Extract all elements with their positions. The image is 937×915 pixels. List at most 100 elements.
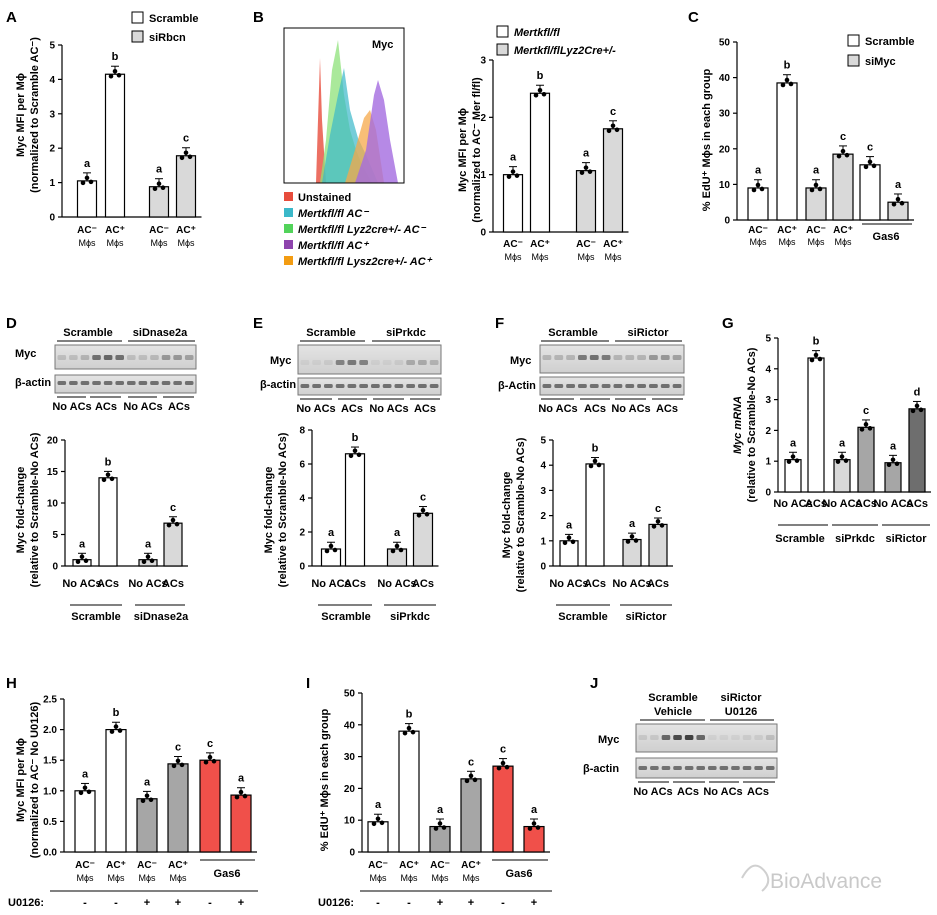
i-dot-6-2 bbox=[531, 821, 537, 826]
j-bands-band-2-6 bbox=[696, 766, 705, 770]
panel-letter-e: E bbox=[253, 315, 263, 332]
i-dot-5-1 bbox=[496, 765, 502, 771]
f-bands-band-2-1 bbox=[542, 384, 552, 388]
panel-letter-h: H bbox=[6, 675, 17, 692]
f-bands-band-2-2 bbox=[554, 384, 564, 388]
i-dot-4-2 bbox=[468, 773, 474, 779]
i-dot-1-3 bbox=[379, 820, 385, 826]
a-tick-label-1: 1 bbox=[49, 178, 55, 189]
b-legend-swatch-2 bbox=[496, 43, 509, 56]
panel-j: Scramble Vehicle siRictor U0126 Myc β-ac… bbox=[583, 692, 778, 798]
panel-d: Scramble siDnase2a Myc β-actin No ACs AC… bbox=[15, 327, 197, 623]
d-blot-lane-4: ACs bbox=[168, 401, 190, 413]
panel-letter-f: F bbox=[495, 315, 504, 332]
e-bands-band-1-9 bbox=[394, 360, 404, 365]
e-dot-1-3 bbox=[332, 547, 338, 553]
h-dot-2-3 bbox=[117, 728, 123, 733]
j-bands-band-2-5 bbox=[684, 766, 694, 770]
g-x-5: No ACs bbox=[873, 498, 912, 510]
c-bar-1 bbox=[747, 187, 769, 221]
c-sig-5: c bbox=[867, 142, 873, 154]
panel-f: Scramble siRictor Myc β-Actin No ACs ACs… bbox=[498, 327, 685, 623]
d-bands-band-1-10 bbox=[161, 355, 171, 360]
b-dot-4-2 bbox=[610, 123, 616, 129]
h-ylabel-2: (normalized to AC⁻ No U0126) bbox=[29, 701, 41, 858]
i-dot-2-1 bbox=[402, 730, 408, 736]
a-x-1: AC⁻ bbox=[77, 225, 97, 236]
h-dot-5-1 bbox=[203, 759, 209, 765]
g-x-3: No ACs bbox=[822, 498, 861, 510]
c-dot-2-2 bbox=[784, 77, 790, 83]
b-legend-2: Mertkfl/flLyz2Cre+/- bbox=[514, 45, 616, 57]
f-x-3: No ACs bbox=[612, 578, 651, 590]
d-dot-1-1 bbox=[75, 559, 81, 564]
h-dot-4-3 bbox=[179, 762, 185, 768]
panel-letter-b: B bbox=[253, 9, 264, 26]
h-dot-6-2 bbox=[238, 789, 244, 795]
i-sig-2: b bbox=[406, 709, 413, 721]
e-ylabel-1: Myc fold-change bbox=[263, 467, 275, 554]
f-bar-1 bbox=[559, 540, 579, 567]
e-bar-2 bbox=[344, 453, 366, 567]
h-u-3: + bbox=[144, 897, 150, 909]
c-dot-2-1 bbox=[780, 82, 786, 88]
e-bands-band-1-6 bbox=[359, 360, 368, 365]
b-sub-2: Mϕs bbox=[531, 252, 549, 262]
j-bands-band-1-11 bbox=[754, 735, 763, 740]
e-tick-label-3: 6 bbox=[299, 460, 305, 471]
c-dot-4-3 bbox=[844, 152, 850, 158]
h-dot-6-1 bbox=[234, 794, 240, 800]
i-dot-4-3 bbox=[472, 777, 478, 783]
e-blot-group-2: siPrkdc bbox=[386, 327, 426, 339]
a-x-2: AC⁺ bbox=[105, 225, 125, 236]
e-blot-lane-4: ACs bbox=[414, 403, 436, 415]
b-sub-4: Mϕs bbox=[604, 252, 622, 262]
b-hl-1: Unstained bbox=[298, 192, 351, 204]
b-ylabel-2: (normalized to AC⁻ Mer fl/fl) bbox=[471, 77, 483, 223]
e-blot-lane-3: No ACs bbox=[369, 403, 408, 415]
b-bar-4 bbox=[602, 128, 624, 233]
c-sub-4: Mϕs bbox=[834, 237, 852, 247]
h-sig-2: b bbox=[113, 707, 120, 719]
b-dot-2-2 bbox=[537, 87, 543, 93]
g-dot-4-1 bbox=[859, 427, 865, 432]
f-bands-band-1-2 bbox=[554, 355, 564, 360]
h-sig-3: a bbox=[144, 776, 151, 788]
c-tick-label-1: 10 bbox=[719, 180, 731, 191]
f-bands-band-1-7 bbox=[613, 355, 623, 360]
f-dot-2-2 bbox=[592, 458, 598, 464]
panel-h: Myc MFI per Mϕ (normalized to AC⁻ No U01… bbox=[8, 701, 258, 909]
e-dot-1-2 bbox=[328, 543, 334, 549]
e-bar-4 bbox=[412, 512, 434, 567]
e-dot-4-3 bbox=[424, 512, 430, 517]
a-tick-label-5: 5 bbox=[49, 41, 55, 52]
f-bands-band-1-12 bbox=[672, 355, 682, 360]
b-dot-1-3 bbox=[514, 173, 520, 178]
h-tick-label-3: 1.5 bbox=[43, 756, 57, 767]
e-tick-label-0: 0 bbox=[299, 562, 305, 573]
f-blot-bands bbox=[542, 355, 682, 388]
f-dot-4-2 bbox=[655, 519, 661, 524]
h-sub-4: Mϕs bbox=[169, 873, 187, 883]
a-legend-1: Scramble bbox=[149, 13, 199, 25]
d-ylabel-1: Myc fold-change bbox=[15, 467, 27, 554]
f-group-2: siRictor bbox=[626, 611, 668, 623]
f-blot-lane-1: No ACs bbox=[538, 403, 577, 415]
f-bands-band-2-9 bbox=[637, 384, 646, 388]
e-bands-band-1-10 bbox=[406, 360, 415, 365]
d-tick-label-2: 10 bbox=[47, 499, 59, 510]
g-group-3: siRictor bbox=[886, 533, 928, 545]
g-x-2: ACs bbox=[805, 498, 827, 510]
f-bands-band-1-5 bbox=[589, 355, 599, 360]
d-bands-band-2-12 bbox=[184, 381, 194, 385]
h-x-4: AC⁺ bbox=[168, 860, 188, 871]
d-bands-band-1-3 bbox=[80, 355, 90, 360]
g-dot-1-2 bbox=[790, 454, 796, 459]
c-sig-2: b bbox=[784, 60, 791, 72]
g-group-1: Scramble bbox=[775, 533, 825, 545]
f-blot-lane-3: No ACs bbox=[611, 403, 650, 415]
g-sig-4: c bbox=[863, 405, 869, 417]
e-bands-band-2-5 bbox=[347, 384, 357, 388]
c-dot-2-3 bbox=[788, 81, 794, 87]
g-dot-6-2 bbox=[914, 403, 920, 409]
